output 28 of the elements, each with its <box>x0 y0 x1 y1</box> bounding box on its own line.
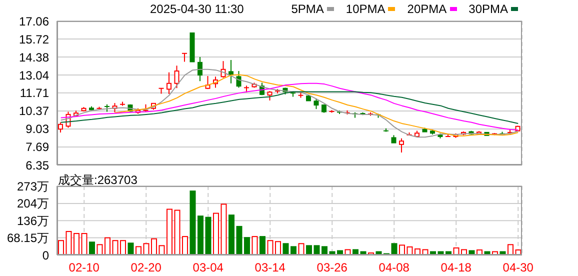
y-tick-label: 0 <box>42 248 50 262</box>
y-tick-label: 13.04 <box>18 68 50 82</box>
y-tick-label: 11.71 <box>20 86 50 100</box>
x-tick-label: 04-08 <box>378 260 410 275</box>
y-tick-label: 204万 <box>16 196 49 211</box>
x-tick-label: 04-30 <box>502 260 534 275</box>
y-tick-label: 136万 <box>16 214 49 228</box>
chart-title: 2025-04-30 11:30 <box>150 2 244 16</box>
y-tick-label: 7.69 <box>26 140 50 154</box>
y-tick-label: 14.38 <box>18 50 50 64</box>
x-tick-label: 02-20 <box>130 260 162 275</box>
legend-label: 10PMA <box>346 2 386 16</box>
x-tick-label: 03-14 <box>254 260 286 275</box>
legend-label: 5PMA <box>291 2 324 16</box>
x-tick-label: 04-18 <box>440 260 472 275</box>
y-tick-label: 9.03 <box>26 122 50 136</box>
y-tick-label: 15.72 <box>18 32 50 46</box>
legend-label: 20PMA <box>407 2 447 16</box>
x-tick-label: 02-10 <box>68 260 100 275</box>
y-tick-label: 68.15万 <box>6 231 49 246</box>
y-tick-label: 273万 <box>16 179 49 194</box>
chart-title: 成交量:263703 <box>58 172 138 189</box>
x-tick-label: 03-04 <box>192 260 224 275</box>
x-tick-label: 03-26 <box>316 260 348 275</box>
y-tick-label: 6.35 <box>26 158 50 172</box>
legend-label: 30PMA <box>468 2 508 16</box>
y-tick-label: 17.06 <box>18 14 50 28</box>
y-tick-label: 10.37 <box>18 104 50 118</box>
